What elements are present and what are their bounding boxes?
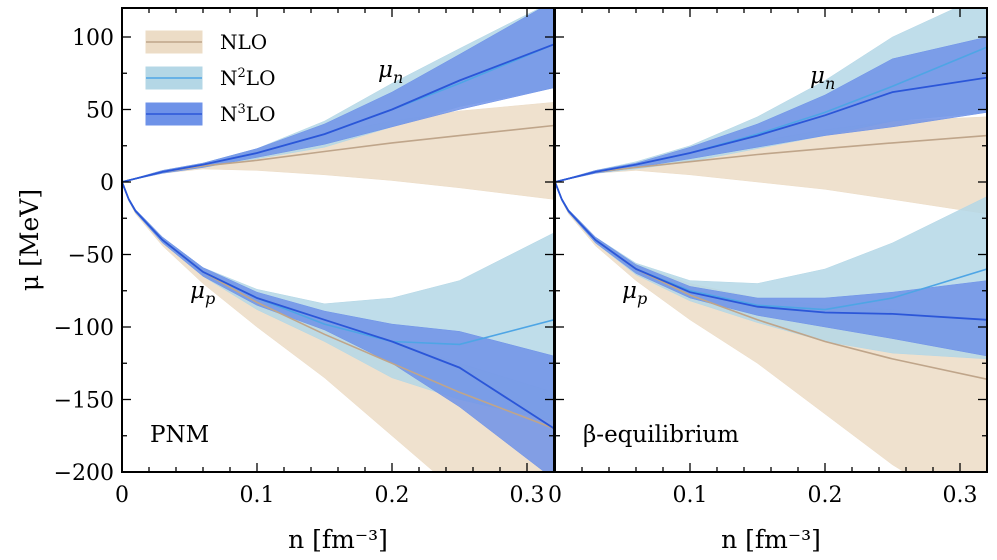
y-tick-label: −200 (54, 461, 114, 486)
annotation-mu-p-sub: p (637, 289, 647, 308)
line-n3lo-mu-p (555, 181, 987, 321)
x-tick-label: 0 (115, 483, 129, 508)
panel-label: PNM (150, 422, 209, 448)
y-tick-label: 100 (72, 26, 114, 51)
annotation-mu-n: μn (810, 63, 835, 93)
band-n3lo-mu-n (555, 36, 987, 183)
y-tick-label: −100 (54, 316, 114, 341)
y-axis-label: μ [MeV] (15, 189, 44, 291)
x-tick-label: 0 (548, 483, 562, 508)
legend-item-nlo: NLO (145, 30, 267, 54)
y-tick-label: 0 (100, 171, 114, 196)
x-axis-label: n [fm⁻³] (721, 525, 821, 554)
legend-label: NLO (220, 30, 267, 54)
x-tick-label: 0.3 (510, 483, 545, 508)
line-n3lo-mu-n (122, 43, 554, 183)
x-tick-label: 0.2 (808, 483, 843, 508)
plot-area (122, 8, 554, 472)
legend-item-n2lo: N2LO (145, 66, 275, 90)
y-tick-label: −150 (54, 389, 114, 414)
plot-area (555, 8, 987, 472)
x-axis-label: n [fm⁻³] (288, 525, 388, 554)
y-tick-label: −50 (68, 244, 114, 269)
legend: NLO N2LO N3LO (145, 30, 275, 126)
x-tick-label: 0.1 (240, 483, 275, 508)
band-n3lo-mu-p (555, 181, 987, 357)
x-tick-label: 0.3 (943, 483, 978, 508)
annotation-mu-n-sub: n (393, 68, 403, 87)
annotation-mu-n: μn (378, 57, 403, 87)
x-tick-label: 0.1 (673, 483, 708, 508)
line-n3lo-mu-n (555, 76, 987, 183)
panel-pnm: 0 0.1 0.2 0.3 −200 −150 −100 −50 0 50 100 n [fm⁻³] μ… (54, 7, 555, 554)
legend-label: N2LO (220, 66, 275, 90)
line-n3lo-mu-p (122, 181, 554, 430)
annotation-mu-n-sub: n (825, 74, 835, 93)
ticks (554, 8, 988, 473)
annotation-mu-p-sub: p (205, 289, 215, 308)
legend-item-n3lo: N3LO (145, 102, 275, 126)
ticks (121, 8, 555, 473)
x-tick-label: 0.2 (375, 483, 410, 508)
panel-label: β-equilibrium (583, 422, 739, 448)
legend-label: N3LO (220, 102, 275, 126)
y-tick-label: 50 (86, 99, 114, 124)
